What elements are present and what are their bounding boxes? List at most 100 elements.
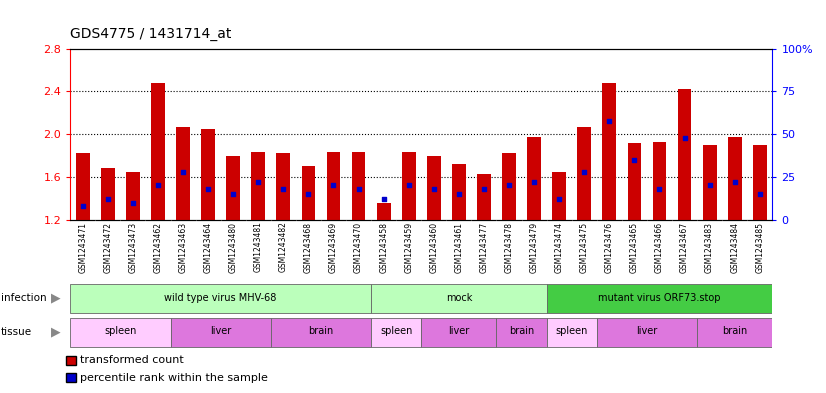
Point <box>653 186 666 192</box>
Text: GSM1243476: GSM1243476 <box>605 222 614 273</box>
Bar <box>76 153 90 220</box>
Point <box>327 182 340 189</box>
Point <box>202 186 215 192</box>
Bar <box>126 172 140 220</box>
Text: brain: brain <box>509 327 534 336</box>
Point <box>352 186 365 192</box>
Text: spleen: spleen <box>380 327 412 336</box>
Bar <box>151 83 165 220</box>
Text: mock: mock <box>446 293 472 303</box>
Text: infection: infection <box>1 293 46 303</box>
Point <box>377 196 390 202</box>
Point <box>453 191 466 197</box>
Text: GSM1243475: GSM1243475 <box>580 222 589 273</box>
Point <box>603 118 616 124</box>
Bar <box>371 284 547 313</box>
Bar <box>752 145 767 220</box>
Bar <box>226 156 240 220</box>
Point <box>678 134 691 141</box>
Text: ▶: ▶ <box>50 325 60 339</box>
Text: GSM1243459: GSM1243459 <box>404 222 413 273</box>
Text: GSM1243482: GSM1243482 <box>279 222 287 272</box>
Point <box>528 179 541 185</box>
Point <box>151 182 164 189</box>
Point <box>427 186 440 192</box>
Text: brain: brain <box>722 327 748 336</box>
Bar <box>401 152 415 220</box>
Bar <box>452 164 466 220</box>
Text: GSM1243466: GSM1243466 <box>655 222 664 273</box>
Point <box>728 179 741 185</box>
Text: mutant virus ORF73.stop: mutant virus ORF73.stop <box>598 293 721 303</box>
Bar <box>421 318 496 347</box>
Text: GSM1243461: GSM1243461 <box>454 222 463 272</box>
Point <box>252 179 265 185</box>
Bar <box>326 152 340 220</box>
Text: GSM1243477: GSM1243477 <box>479 222 488 273</box>
Text: percentile rank within the sample: percentile rank within the sample <box>80 373 268 383</box>
Bar <box>277 153 290 220</box>
Bar <box>176 127 190 220</box>
Text: GSM1243463: GSM1243463 <box>178 222 188 273</box>
Point <box>577 169 591 175</box>
Text: GSM1243465: GSM1243465 <box>630 222 638 273</box>
Bar <box>602 83 616 220</box>
Point <box>402 182 415 189</box>
Text: GSM1243464: GSM1243464 <box>204 222 212 273</box>
Point <box>502 182 515 189</box>
Bar <box>628 143 641 220</box>
Text: GSM1243480: GSM1243480 <box>229 222 238 272</box>
Text: GSM1243469: GSM1243469 <box>329 222 338 273</box>
Bar <box>577 127 591 220</box>
Bar <box>301 166 316 220</box>
Text: GSM1243474: GSM1243474 <box>555 222 563 273</box>
Bar <box>728 138 742 220</box>
Bar <box>477 174 491 220</box>
Text: spleen: spleen <box>556 327 588 336</box>
Point <box>703 182 716 189</box>
Point <box>301 191 315 197</box>
Text: GSM1243467: GSM1243467 <box>680 222 689 273</box>
Text: liver: liver <box>636 327 657 336</box>
Bar <box>553 172 566 220</box>
Bar <box>271 318 371 347</box>
Point <box>76 203 89 209</box>
Bar <box>547 284 772 313</box>
Bar <box>202 129 215 220</box>
Text: GSM1243484: GSM1243484 <box>730 222 739 272</box>
Bar <box>502 153 516 220</box>
Bar <box>377 202 391 220</box>
Text: liver: liver <box>449 327 469 336</box>
Point <box>753 191 767 197</box>
Text: GSM1243460: GSM1243460 <box>430 222 439 273</box>
Text: GSM1243478: GSM1243478 <box>505 222 514 272</box>
Point <box>126 199 140 206</box>
Bar <box>677 89 691 220</box>
Bar <box>70 284 371 313</box>
Bar <box>527 138 541 220</box>
Bar <box>70 318 170 347</box>
Text: GSM1243472: GSM1243472 <box>103 222 112 272</box>
Text: GSM1243481: GSM1243481 <box>254 222 263 272</box>
Point <box>553 196 566 202</box>
Bar <box>596 318 697 347</box>
Bar <box>427 156 441 220</box>
Text: ▶: ▶ <box>50 292 60 305</box>
Point <box>277 186 290 192</box>
Text: transformed count: transformed count <box>80 355 184 365</box>
Bar <box>352 152 365 220</box>
Text: spleen: spleen <box>104 327 136 336</box>
Bar <box>101 168 115 220</box>
Bar <box>170 318 271 347</box>
Bar <box>653 142 667 220</box>
Text: GSM1243479: GSM1243479 <box>529 222 539 273</box>
Point <box>477 186 491 192</box>
Bar <box>251 152 265 220</box>
Bar <box>547 318 596 347</box>
Point <box>226 191 240 197</box>
Text: tissue: tissue <box>1 327 32 337</box>
Bar <box>697 318 772 347</box>
Point <box>177 169 190 175</box>
Text: brain: brain <box>308 327 334 336</box>
Text: GSM1243468: GSM1243468 <box>304 222 313 272</box>
